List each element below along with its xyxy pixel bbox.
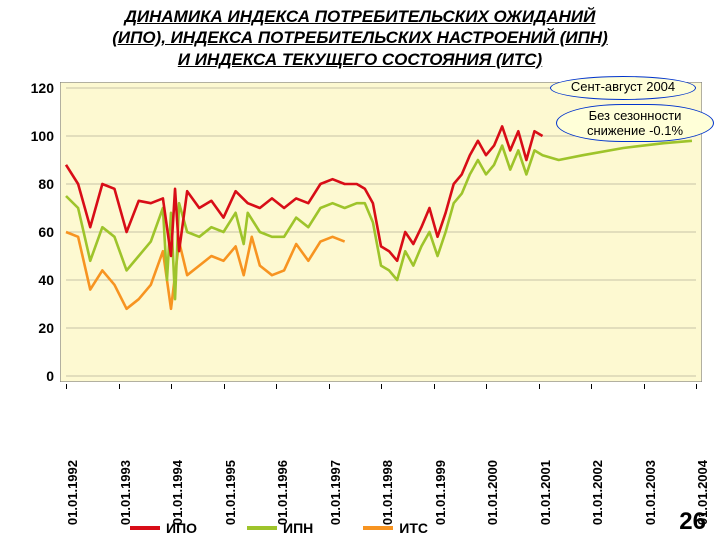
- x-tick-mark: [486, 384, 487, 389]
- callout-change: Без сезонности снижение -0.1%: [556, 104, 714, 142]
- legend-item: ИПО: [130, 520, 197, 536]
- x-tick-mark: [381, 384, 382, 389]
- x-tick-label: 01.01.1995: [223, 460, 225, 525]
- x-tick-mark: [66, 384, 67, 389]
- legend-label: ИПН: [283, 520, 313, 536]
- y-axis: 0 20 40 60 80 100 120: [18, 82, 58, 382]
- legend-item: ИТС: [363, 520, 428, 536]
- y-tick-label: 120: [31, 80, 54, 96]
- legend: ИПО ИПН ИТС: [130, 520, 428, 536]
- x-tick-label: 01.01.2002: [590, 460, 592, 525]
- x-axis: 01.01.199201.01.199301.01.199401.01.1995…: [60, 384, 702, 462]
- x-tick-mark: [329, 384, 330, 389]
- y-tick-label: 0: [46, 368, 54, 384]
- x-tick-mark: [171, 384, 172, 389]
- page-number: 26: [679, 508, 706, 536]
- y-tick-label: 20: [38, 320, 54, 336]
- x-tick-mark: [539, 384, 540, 389]
- x-tick-label: 01.01.2001: [538, 460, 540, 525]
- legend-label: ИТС: [399, 520, 428, 536]
- y-tick-label: 60: [38, 224, 54, 240]
- legend-swatch: [363, 526, 393, 530]
- x-tick-label: 01.01.1998: [380, 460, 382, 525]
- x-tick-mark: [224, 384, 225, 389]
- legend-item: ИПН: [247, 520, 313, 536]
- legend-swatch: [247, 526, 277, 530]
- title-line: ДИНАМИКА ИНДЕКСА ПОТРЕБИТЕЛЬСКИХ ОЖИДАНИ…: [10, 6, 710, 27]
- legend-swatch: [130, 526, 160, 530]
- x-tick-mark: [696, 384, 697, 389]
- x-tick-mark: [119, 384, 120, 389]
- x-tick-mark: [276, 384, 277, 389]
- title-line: (ИПО), ИНДЕКСА ПОТРЕБИТЕЛЬСКИХ НАСТРОЕНИ…: [10, 27, 710, 48]
- y-tick-label: 100: [31, 128, 54, 144]
- x-tick-label: 01.01.2003: [643, 460, 645, 525]
- callout-change-l2: снижение -0.1%: [587, 123, 683, 138]
- title-line: И ИНДЕКСА ТЕКУЩЕГО СОСТОЯНИЯ (ИТС): [10, 49, 710, 70]
- callout-period: Сент-август 2004: [550, 76, 696, 100]
- chart-area: 0 20 40 60 80 100 120 Сент-август 2004 Без сез…: [18, 82, 702, 472]
- x-tick-mark: [591, 384, 592, 389]
- y-tick-label: 40: [38, 272, 54, 288]
- x-tick-label: 01.01.1996: [275, 460, 277, 525]
- x-tick-label: 01.01.2000: [485, 460, 487, 525]
- callout-change-l1: Без сезонности: [589, 108, 682, 123]
- x-tick-mark: [644, 384, 645, 389]
- callout-period-text: Сент-август 2004: [571, 79, 675, 94]
- legend-label: ИПО: [166, 520, 197, 536]
- x-tick-label: 01.01.1994: [170, 460, 172, 525]
- x-tick-label: 01.01.1992: [65, 460, 67, 525]
- x-tick-label: 01.01.1999: [433, 460, 435, 525]
- plot-area: Сент-август 2004 Без сезонности снижение…: [60, 82, 702, 382]
- x-tick-mark: [434, 384, 435, 389]
- x-tick-label: 01.01.1993: [118, 460, 120, 525]
- y-tick-label: 80: [38, 176, 54, 192]
- chart-title: ДИНАМИКА ИНДЕКСА ПОТРЕБИТЕЛЬСКИХ ОЖИДАНИ…: [0, 0, 720, 74]
- x-tick-label: 01.01.1997: [328, 460, 330, 525]
